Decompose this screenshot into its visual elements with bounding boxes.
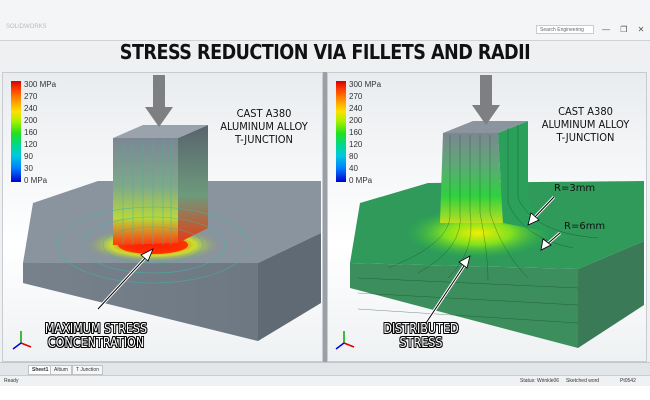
status-coords: Pt0542 bbox=[620, 378, 636, 384]
stress-legend-bar bbox=[11, 81, 21, 182]
app-logo: SOLIDWORKS bbox=[6, 24, 47, 30]
status-bar: Ready Status: Wrinkle06 Sketched word Pt… bbox=[0, 375, 650, 386]
legend-label: 160 bbox=[24, 128, 38, 137]
legend-label: 270 bbox=[24, 92, 38, 101]
tab-altium[interactable]: Altium bbox=[50, 365, 72, 375]
legend-label: 300 MPa bbox=[24, 80, 57, 89]
axis-triad-icon bbox=[334, 329, 356, 353]
legend-label: 30 bbox=[24, 164, 33, 173]
material-label: CAST A380 ALUMINUM ALLOY T-JUNCTION bbox=[541, 105, 630, 144]
legend-label: 90 bbox=[24, 152, 33, 161]
viewport-left[interactable]: 300 MPa 270 240 200 160 120 90 30 0 MPa … bbox=[2, 72, 323, 362]
legend-label: 160 bbox=[349, 128, 363, 137]
left-model-render bbox=[23, 75, 321, 341]
legend-label: 120 bbox=[24, 140, 38, 149]
legend-label: 120 bbox=[349, 140, 363, 149]
sheet-tabs: Sheet1 Altium T Junction bbox=[0, 362, 650, 375]
legend-label: 0 MPa bbox=[349, 176, 373, 185]
search-input[interactable]: Search Engineering bbox=[536, 25, 594, 34]
legend-label: 240 bbox=[349, 104, 363, 113]
legend-label: 80 bbox=[349, 152, 358, 161]
right-model-render bbox=[350, 75, 644, 348]
bottom-margin bbox=[0, 386, 650, 400]
status-mode: Sketched word bbox=[566, 378, 600, 384]
max-stress-callout: MAXIMUM STRESS CONCENTRATION bbox=[44, 322, 148, 351]
axis-triad-icon bbox=[11, 329, 33, 353]
legend-label: 270 bbox=[349, 92, 363, 101]
legend-label: 200 bbox=[24, 116, 38, 125]
legend-label: 300 MPa bbox=[349, 80, 382, 89]
top-toolbar: SOLIDWORKS Search Engineering — ❐ ✕ bbox=[0, 0, 650, 41]
legend-label: 240 bbox=[24, 104, 38, 113]
stress-legend-bar bbox=[336, 81, 346, 182]
legend-label: 40 bbox=[349, 164, 358, 173]
radius-small-label: R=3mm bbox=[554, 183, 596, 194]
window-controls[interactable]: — ❐ ✕ bbox=[602, 25, 649, 34]
status-state: Status: Wrinkle06 bbox=[520, 378, 560, 384]
legend-label: 0 MPa bbox=[24, 176, 48, 185]
viewport-right[interactable]: 300 MPa 270 240 200 160 120 80 40 0 MPa … bbox=[327, 72, 647, 362]
radius-large-label: R=6mm bbox=[564, 221, 606, 232]
tab-t-junction[interactable]: T Junction bbox=[72, 365, 103, 375]
material-label: CAST A380 ALUMINUM ALLOY T-JUNCTION bbox=[220, 107, 308, 146]
legend-label: 200 bbox=[349, 116, 363, 125]
split-divider[interactable] bbox=[323, 72, 327, 362]
tab-sheet1[interactable]: Sheet1 bbox=[28, 365, 53, 375]
page-title: STRESS REDUCTION VIA FILLETS AND RADII bbox=[119, 40, 531, 64]
status-text: Ready bbox=[4, 378, 19, 384]
distributed-stress-callout: DISTRIBUTED STRESS bbox=[383, 322, 459, 351]
